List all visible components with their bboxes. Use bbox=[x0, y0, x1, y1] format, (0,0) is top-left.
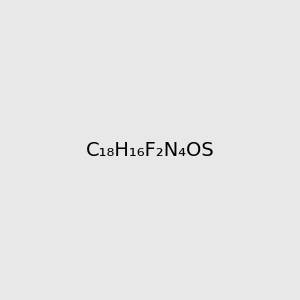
Text: C₁₈H₁₆F₂N₄OS: C₁₈H₁₆F₂N₄OS bbox=[85, 140, 214, 160]
